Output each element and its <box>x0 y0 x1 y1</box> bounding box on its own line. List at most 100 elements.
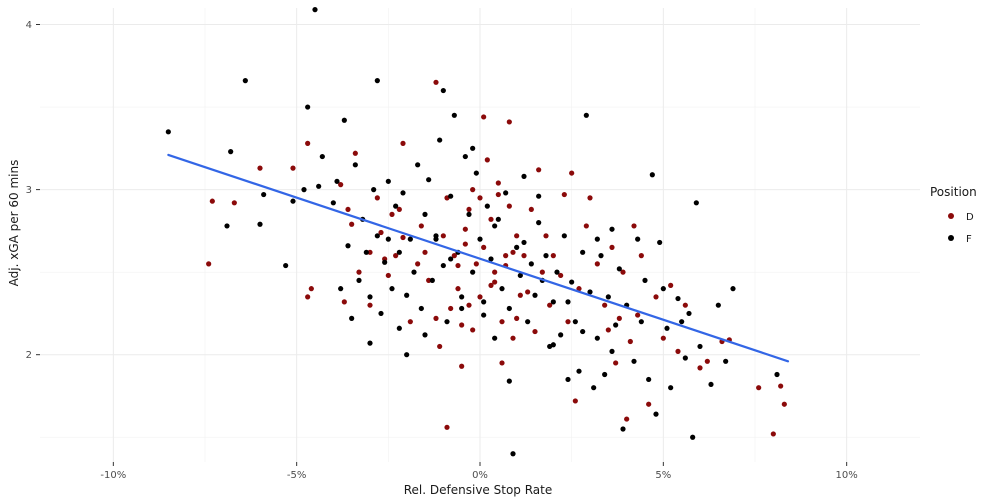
point-d <box>704 358 710 364</box>
point-f <box>448 256 454 262</box>
point-d <box>616 315 622 321</box>
point-d <box>290 165 296 171</box>
point-f <box>521 239 527 246</box>
point-f <box>459 305 465 312</box>
point-f <box>616 266 622 272</box>
point-f <box>473 170 479 176</box>
point-f <box>591 385 597 391</box>
point-d <box>385 272 391 279</box>
point-f <box>407 236 413 242</box>
point-d <box>506 203 512 209</box>
point-f <box>429 277 435 283</box>
point-f <box>492 335 498 341</box>
point-f <box>613 322 619 328</box>
point-d <box>470 187 476 193</box>
point-f <box>510 451 516 457</box>
legend-marker-f <box>948 235 954 241</box>
point-f <box>426 177 432 183</box>
x-tick-label: 10% <box>836 470 858 481</box>
point-d <box>613 360 619 366</box>
point-f <box>367 340 373 346</box>
point-d <box>602 302 608 308</box>
point-f <box>653 411 659 417</box>
point-f <box>352 162 358 168</box>
point-f <box>378 310 384 317</box>
trend-line-group <box>167 153 790 363</box>
point-f <box>675 295 681 302</box>
point-d <box>396 206 402 213</box>
point-f <box>572 319 578 325</box>
point-d <box>561 191 567 198</box>
point-f <box>444 319 450 325</box>
point-f <box>228 149 234 155</box>
point-f <box>506 378 512 384</box>
point-f <box>649 172 655 178</box>
point-d <box>433 79 439 85</box>
x-tick-label: -10% <box>100 470 126 481</box>
point-f <box>506 305 512 312</box>
point-f <box>283 262 289 269</box>
point-d <box>426 277 432 283</box>
point-d <box>455 286 461 292</box>
point-f <box>470 145 476 151</box>
point-f <box>598 253 604 259</box>
point-d <box>400 140 406 146</box>
point-f <box>470 269 476 275</box>
point-f <box>499 286 505 292</box>
point-d <box>682 302 688 308</box>
point-f <box>682 355 688 361</box>
point-d <box>609 244 615 250</box>
point-f <box>422 211 428 217</box>
point-d <box>506 119 512 125</box>
point-f <box>301 187 307 193</box>
point-d <box>525 289 531 295</box>
point-d <box>400 234 406 241</box>
point-f <box>532 292 538 298</box>
point-f <box>543 253 549 259</box>
legend-marker-d <box>948 213 954 219</box>
point-f <box>371 187 377 193</box>
point-d <box>653 294 659 300</box>
legend: Position D F <box>930 185 977 245</box>
point-d <box>352 150 358 156</box>
point-f <box>334 178 340 184</box>
point-d <box>620 269 626 275</box>
point-d <box>484 157 490 163</box>
point-f <box>481 312 487 318</box>
point-d <box>492 279 498 285</box>
point-f <box>536 220 542 226</box>
point-d <box>539 269 545 275</box>
point-d <box>668 282 674 288</box>
point-f <box>341 117 347 123</box>
point-d <box>305 140 311 146</box>
point-d <box>587 195 593 201</box>
point-f <box>488 256 494 262</box>
point-d <box>646 401 652 407</box>
point-d <box>308 286 314 292</box>
point-f <box>400 190 406 196</box>
point-d <box>697 365 703 371</box>
point-d <box>477 195 483 201</box>
point-d <box>481 114 487 120</box>
point-d <box>422 249 428 255</box>
point-f <box>528 261 534 267</box>
point-d <box>635 312 641 318</box>
point-f <box>330 200 336 206</box>
point-f <box>576 368 582 374</box>
point-f <box>664 325 670 331</box>
point-d <box>473 261 479 267</box>
point-f <box>723 358 729 364</box>
point-d <box>572 398 578 404</box>
point-d <box>341 299 347 305</box>
point-f <box>459 294 465 300</box>
point-f <box>404 352 410 358</box>
point-f <box>393 203 399 209</box>
point-d <box>367 249 373 255</box>
point-d <box>499 360 505 366</box>
point-f <box>587 289 593 295</box>
point-f <box>477 236 483 242</box>
point-f <box>561 233 567 239</box>
point-f <box>646 376 652 383</box>
x-tick-label: 5% <box>655 470 671 481</box>
